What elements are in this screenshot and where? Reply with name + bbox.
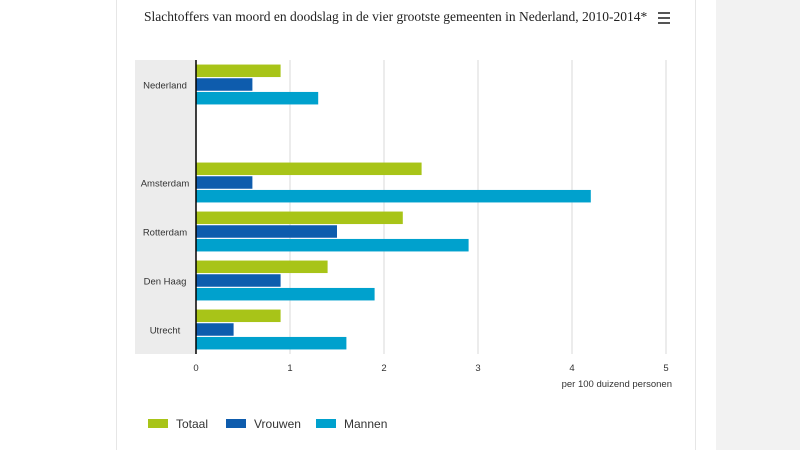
x-axis-label: per 100 duizend personen (562, 379, 672, 390)
page-left-margin (0, 0, 116, 450)
category-label-band (135, 60, 196, 354)
bar-den-haag-totaal (196, 260, 328, 274)
chart-title: Slachtoffers van moord en doodslag in de… (144, 9, 648, 24)
menu-line (658, 12, 670, 14)
menu-line (658, 22, 670, 24)
bar-utrecht-mannen (196, 336, 347, 350)
bar-rotterdam-mannen (196, 238, 469, 252)
legend-label-vrouwen: Vrouwen (254, 417, 301, 431)
bar-nederland-vrouwen (196, 78, 253, 91)
category-label: Utrecht (150, 326, 181, 337)
legend-swatch-totaal (148, 419, 168, 428)
x-tick-label: 0 (193, 363, 198, 374)
x-tick-label: 1 (287, 363, 292, 374)
legend-swatch-mannen (316, 419, 336, 428)
bar-den-haag-vrouwen (196, 274, 281, 287)
category-label: Nederland (143, 81, 187, 92)
bar-utrecht-vrouwen (196, 323, 234, 336)
x-tick-label: 2 (381, 363, 386, 374)
legend-label-totaal: Totaal (176, 417, 209, 431)
x-tick-label: 4 (569, 363, 574, 374)
category-label: Den Haag (144, 277, 187, 288)
hamburger-menu-icon[interactable] (656, 11, 672, 25)
category-label: Rotterdam (143, 228, 187, 239)
bar-rotterdam-totaal (196, 211, 403, 225)
menu-line (658, 17, 670, 19)
bar-rotterdam-vrouwen (196, 225, 337, 238)
bar-nederland-totaal (196, 64, 281, 78)
bar-amsterdam-vrouwen (196, 176, 253, 189)
right-sidebar-panel (716, 0, 800, 450)
category-label: Amsterdam (141, 179, 190, 190)
legend-swatch-vrouwen (226, 419, 246, 428)
bar-amsterdam-totaal (196, 162, 422, 176)
x-tick-label: 3 (475, 363, 480, 374)
bar-den-haag-mannen (196, 287, 375, 301)
legend-label-mannen: Mannen (344, 417, 388, 431)
bar-nederland-mannen (196, 91, 319, 105)
page-gutter (697, 0, 715, 450)
bar-utrecht-totaal (196, 309, 281, 323)
bar-amsterdam-mannen (196, 189, 591, 203)
x-tick-label: 5 (663, 363, 668, 374)
